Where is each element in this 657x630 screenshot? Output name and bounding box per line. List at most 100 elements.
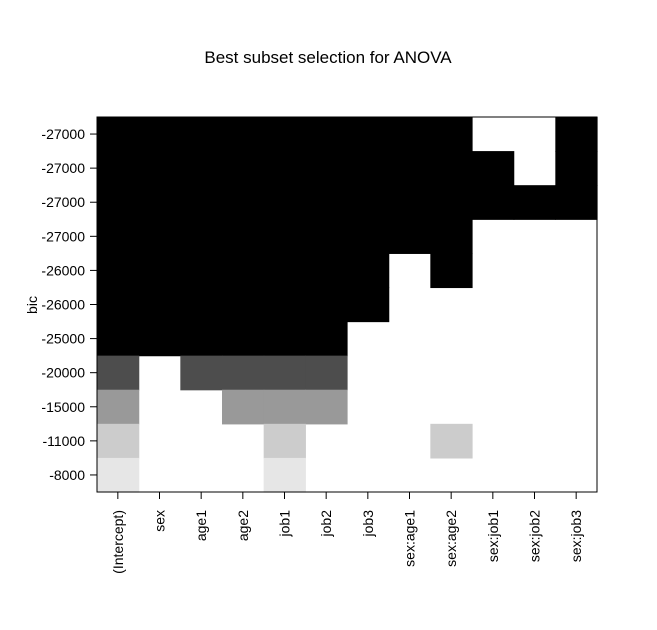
x-tick-label: age2 (235, 510, 251, 541)
heatmap-cell (97, 321, 140, 357)
y-tick-label: -20000 (41, 365, 85, 381)
heatmap-cell (222, 321, 265, 357)
heatmap-cell (222, 117, 265, 152)
heatmap-cell (305, 185, 348, 220)
heatmap-cell (97, 151, 140, 186)
heatmap-cell (388, 185, 431, 220)
heatmap-cell (180, 253, 223, 289)
heatmap-cell (138, 219, 181, 254)
y-tick-label: -27000 (41, 160, 85, 176)
heatmap-cell (97, 185, 140, 220)
x-axis-ticks: (Intercept) sex age1 age2 job1 job2 job3 sex:ag… (110, 492, 584, 574)
heatmap-cell (388, 151, 431, 186)
heatmap-cell (222, 151, 265, 186)
y-axis-label: bic (24, 296, 40, 314)
heatmap-cell (430, 253, 473, 289)
x-tick-label: sex:age1 (402, 510, 418, 567)
y-tick-label: -25000 (41, 331, 85, 347)
heatmap-cell (305, 117, 348, 152)
heatmap-cell (138, 185, 181, 220)
heatmap-cell (555, 117, 598, 152)
heatmap-cell (180, 321, 223, 357)
heatmap-cell (472, 151, 515, 186)
heatmap-cell (138, 321, 181, 357)
heatmap-cell (305, 253, 348, 289)
heatmap-cell (222, 389, 265, 425)
heatmap-cell (263, 423, 306, 459)
heatmap-cell (305, 321, 348, 357)
x-tick-label: sex:job1 (485, 510, 501, 562)
heatmap-cell (97, 389, 140, 425)
heatmap-cell (97, 457, 140, 493)
heatmap-cell (263, 321, 306, 357)
y-tick-label: -27000 (41, 194, 85, 210)
y-tick-label: -8000 (49, 467, 85, 483)
heatmap-cell (222, 219, 265, 254)
y-tick-label: -11000 (42, 433, 85, 449)
heatmap-cell (347, 185, 390, 220)
heatmap-cell (263, 287, 306, 323)
heatmap-cell (305, 219, 348, 254)
heatmap-cell (305, 287, 348, 323)
x-tick-label: sex:job2 (527, 510, 543, 562)
y-tick-label: -27000 (41, 126, 85, 142)
x-tick-label: job3 (360, 510, 376, 538)
heatmap-cell (263, 185, 306, 220)
heatmap-cell (555, 151, 598, 186)
heatmap-cell (347, 219, 390, 254)
heatmap-cells (97, 117, 598, 493)
heatmap-cell (97, 287, 140, 323)
heatmap-cell (222, 355, 265, 391)
heatmap-cell (97, 423, 140, 459)
y-tick-label: -15000 (41, 399, 85, 415)
heatmap-cell (347, 253, 390, 289)
heatmap-cell (180, 151, 223, 186)
heatmap-cell (430, 423, 473, 459)
heatmap-cell (263, 117, 306, 152)
heatmap-cell (97, 253, 140, 289)
heatmap-cell (430, 219, 473, 254)
heatmap-cell (430, 117, 473, 152)
y-tick-label: -26000 (41, 262, 85, 278)
heatmap-cell (263, 151, 306, 186)
heatmap-cell (347, 117, 390, 152)
heatmap-cell (430, 185, 473, 220)
heatmap-cell (138, 287, 181, 323)
heatmap-cell (138, 117, 181, 152)
heatmap-cell (305, 355, 348, 391)
x-tick-label: job1 (277, 510, 293, 538)
x-tick-label: age1 (193, 510, 209, 541)
x-tick-label: sex:age2 (443, 510, 459, 567)
heatmap-cell (305, 389, 348, 425)
heatmap-cell (222, 185, 265, 220)
heatmap-cell (555, 185, 598, 220)
heatmap-cell (263, 253, 306, 289)
y-tick-label: -26000 (41, 297, 85, 313)
heatmap-cell (138, 151, 181, 186)
x-tick-label: job2 (318, 510, 334, 538)
x-tick-label: sex (152, 510, 168, 532)
y-tick-label: -27000 (41, 228, 85, 244)
heatmap-cell (180, 117, 223, 152)
heatmap-cell (97, 219, 140, 254)
heatmap-cell (97, 117, 140, 152)
heatmap-cell (263, 355, 306, 391)
x-tick-label: sex:job3 (568, 510, 584, 562)
heatmap-cell (222, 253, 265, 289)
heatmap-cell (347, 287, 390, 323)
heatmap-cell (180, 185, 223, 220)
heatmap-cell (222, 287, 265, 323)
heatmap-cell (305, 151, 348, 186)
heatmap-cell (388, 117, 431, 152)
heatmap-cell (513, 185, 556, 220)
heatmap-cell (388, 219, 431, 254)
heatmap-cell (180, 287, 223, 323)
heatmap-cell (263, 389, 306, 425)
heatmap-cell (138, 253, 181, 289)
heatmap-cell (263, 457, 306, 493)
y-axis-ticks: -27000 -27000 -27000 -27000 -26000 -26000 -250… (41, 126, 97, 483)
heatmap-cell (97, 355, 140, 391)
plot-border (96, 116, 598, 493)
x-tick-label: (Intercept) (110, 510, 126, 574)
